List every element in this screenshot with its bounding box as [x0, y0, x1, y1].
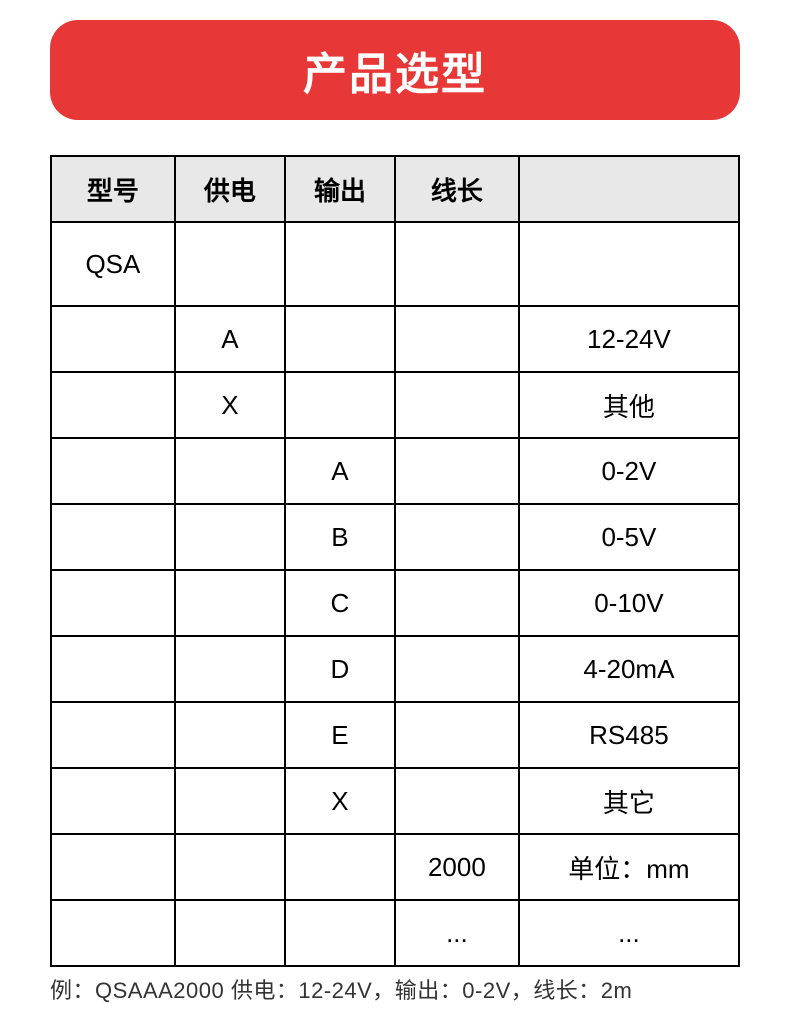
- cell-output: B: [285, 504, 395, 570]
- cell-length: [395, 768, 519, 834]
- cell-model: [51, 372, 175, 438]
- cell-output: [285, 834, 395, 900]
- cell-power: [175, 636, 285, 702]
- table-row: A 12-24V: [51, 306, 739, 372]
- table-row: E RS485: [51, 702, 739, 768]
- table-row: A 0-2V: [51, 438, 739, 504]
- cell-output: E: [285, 702, 395, 768]
- cell-desc: 0-2V: [519, 438, 739, 504]
- cell-model: [51, 438, 175, 504]
- cell-desc: 0-10V: [519, 570, 739, 636]
- cell-power: X: [175, 372, 285, 438]
- cell-power: [175, 768, 285, 834]
- table-row: ... ...: [51, 900, 739, 966]
- cell-output: D: [285, 636, 395, 702]
- cell-length: [395, 570, 519, 636]
- cell-model: [51, 834, 175, 900]
- table-row: X 其它: [51, 768, 739, 834]
- cell-output: [285, 222, 395, 306]
- table-header-row: 型号 供电 输出 线长: [51, 156, 739, 222]
- cell-model: [51, 636, 175, 702]
- cell-model: [51, 900, 175, 966]
- cell-model: QSA: [51, 222, 175, 306]
- header-model: 型号: [51, 156, 175, 222]
- page-title: 产品选型: [50, 20, 740, 120]
- cell-power: [175, 900, 285, 966]
- cell-desc: 0-5V: [519, 504, 739, 570]
- table-row: C 0-10V: [51, 570, 739, 636]
- example-text: 例：QSAAA2000 供电：12-24V，输出：0-2V，线长：2m: [50, 973, 740, 1005]
- cell-desc: ...: [519, 900, 739, 966]
- cell-model: [51, 504, 175, 570]
- cell-model: [51, 768, 175, 834]
- cell-model: [51, 306, 175, 372]
- table-row: D 4-20mA: [51, 636, 739, 702]
- cell-output: [285, 372, 395, 438]
- header-power: 供电: [175, 156, 285, 222]
- cell-model: [51, 702, 175, 768]
- cell-desc: 其他: [519, 372, 739, 438]
- table-row: 2000 单位：mm: [51, 834, 739, 900]
- cell-desc: RS485: [519, 702, 739, 768]
- cell-output: X: [285, 768, 395, 834]
- cell-output: [285, 900, 395, 966]
- cell-power: [175, 570, 285, 636]
- header-output: 输出: [285, 156, 395, 222]
- cell-desc: 12-24V: [519, 306, 739, 372]
- cell-output: C: [285, 570, 395, 636]
- cell-power: [175, 702, 285, 768]
- cell-power: [175, 504, 285, 570]
- cell-length: [395, 222, 519, 306]
- cell-power: [175, 438, 285, 504]
- selection-table: 型号 供电 输出 线长 QSA A 12-24V X 其他: [50, 155, 740, 967]
- cell-length: 2000: [395, 834, 519, 900]
- cell-length: [395, 306, 519, 372]
- cell-output: A: [285, 438, 395, 504]
- cell-power: [175, 222, 285, 306]
- cell-length: [395, 504, 519, 570]
- cell-desc: 单位：mm: [519, 834, 739, 900]
- cell-length: [395, 438, 519, 504]
- cell-length: [395, 372, 519, 438]
- cell-length: ...: [395, 900, 519, 966]
- table-row: QSA: [51, 222, 739, 306]
- cell-power: A: [175, 306, 285, 372]
- cell-length: [395, 636, 519, 702]
- cell-length: [395, 702, 519, 768]
- table-row: X 其他: [51, 372, 739, 438]
- cell-model: [51, 570, 175, 636]
- table-row: B 0-5V: [51, 504, 739, 570]
- cell-desc: 其它: [519, 768, 739, 834]
- cell-power: [175, 834, 285, 900]
- header-desc: [519, 156, 739, 222]
- header-length: 线长: [395, 156, 519, 222]
- cell-desc: 4-20mA: [519, 636, 739, 702]
- cell-output: [285, 306, 395, 372]
- cell-desc: [519, 222, 739, 306]
